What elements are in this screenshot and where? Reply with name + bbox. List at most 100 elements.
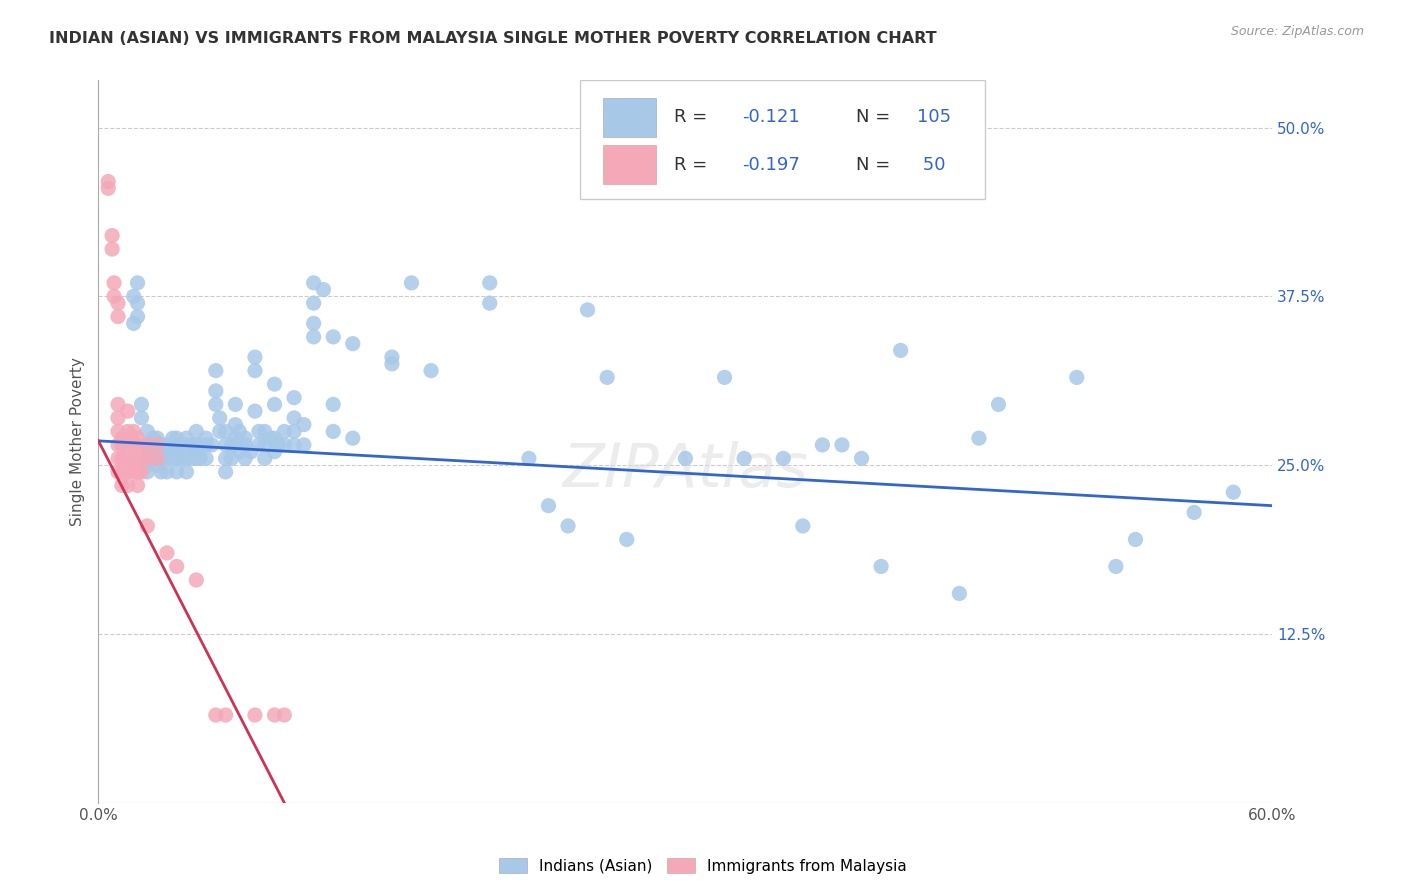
Point (131, 451, 153, 466)
Point (967, 431, 990, 445)
Point (312, 283, 335, 297)
Point (122, 465, 145, 479)
Point (107, 438, 129, 452)
Point (322, 425, 344, 439)
Point (101, 228, 124, 243)
Point (214, 708, 236, 723)
Point (1125, 533, 1147, 547)
Point (208, 411, 231, 425)
Point (205, 397, 228, 411)
Point (267, 438, 290, 452)
Point (122, 438, 145, 452)
Point (224, 438, 246, 452)
Point (146, 451, 169, 466)
Point (103, 276, 125, 290)
Point (122, 425, 145, 439)
Point (1222, 485, 1244, 500)
Point (131, 397, 153, 411)
Point (117, 438, 139, 452)
Point (103, 289, 125, 303)
Point (557, 519, 579, 533)
Point (243, 708, 266, 723)
Point (111, 478, 134, 492)
Text: R =: R = (673, 155, 713, 174)
Point (228, 425, 250, 439)
Point (186, 444, 208, 458)
Point (156, 465, 179, 479)
Point (136, 438, 159, 452)
Point (166, 465, 188, 479)
Point (107, 451, 129, 466)
Point (205, 384, 228, 398)
Point (127, 478, 149, 492)
Point (146, 438, 169, 452)
Point (176, 451, 198, 466)
Text: N =: N = (856, 109, 896, 127)
Point (292, 438, 315, 452)
Point (117, 451, 139, 466)
Point (342, 336, 364, 351)
Y-axis label: Single Mother Poverty: Single Mother Poverty (69, 357, 84, 526)
Point (111, 465, 134, 479)
Point (122, 451, 145, 466)
Point (142, 431, 165, 445)
Point (243, 350, 266, 364)
Point (186, 573, 208, 587)
Point (263, 377, 285, 392)
Point (240, 444, 263, 458)
Point (136, 425, 159, 439)
Point (188, 451, 211, 466)
Point (792, 519, 814, 533)
Point (127, 276, 149, 290)
Point (195, 438, 218, 452)
Point (253, 451, 276, 466)
Point (576, 302, 599, 317)
Point (283, 425, 305, 439)
Point (107, 310, 129, 324)
Point (195, 451, 218, 466)
Point (214, 425, 236, 439)
Point (166, 451, 188, 466)
Point (176, 465, 198, 479)
Point (224, 397, 246, 411)
Point (263, 397, 285, 411)
Point (142, 438, 165, 452)
Point (713, 370, 735, 384)
Point (111, 438, 134, 452)
Text: INDIAN (ASIAN) VS IMMIGRANTS FROM MALAYSIA SINGLE MOTHER POVERTY CORRELATION CHA: INDIAN (ASIAN) VS IMMIGRANTS FROM MALAYS… (49, 31, 936, 46)
Point (537, 499, 560, 513)
Point (181, 438, 204, 452)
Point (292, 417, 315, 432)
Point (146, 451, 169, 466)
Point (136, 519, 159, 533)
Point (156, 451, 179, 466)
Point (117, 465, 139, 479)
Point (1105, 559, 1128, 574)
Point (214, 465, 236, 479)
Point (150, 465, 173, 479)
Point (176, 431, 198, 445)
Point (176, 438, 198, 452)
Point (107, 465, 129, 479)
Text: ZIPAtlas: ZIPAtlas (562, 441, 808, 500)
Text: N =: N = (856, 155, 896, 174)
Point (890, 343, 912, 358)
Point (221, 438, 243, 452)
Point (150, 438, 173, 452)
Point (283, 391, 305, 405)
Point (870, 559, 893, 574)
Point (517, 451, 540, 466)
Point (136, 458, 159, 472)
Point (273, 438, 295, 452)
Point (811, 438, 834, 452)
Point (136, 438, 159, 452)
Point (169, 451, 191, 466)
Point (263, 431, 285, 445)
Point (273, 425, 295, 439)
FancyBboxPatch shape (579, 80, 984, 200)
Point (263, 444, 285, 458)
Point (101, 242, 124, 256)
Point (1182, 505, 1205, 519)
Point (224, 431, 246, 445)
Point (127, 431, 149, 445)
